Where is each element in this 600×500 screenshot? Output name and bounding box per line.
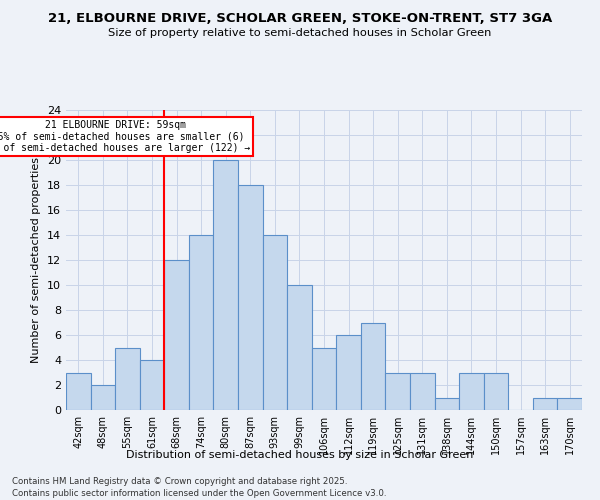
Bar (140, 360, 164, 410)
Bar (238, 185, 263, 410)
Bar (533, 398, 557, 410)
Bar (385, 372, 410, 410)
Bar (66, 372, 91, 410)
Bar (361, 322, 385, 410)
Bar (312, 348, 336, 410)
Bar (484, 372, 508, 410)
Text: 21, ELBOURNE DRIVE, SCHOLAR GREEN, STOKE-ON-TRENT, ST7 3GA: 21, ELBOURNE DRIVE, SCHOLAR GREEN, STOKE… (48, 12, 552, 26)
Bar (189, 235, 214, 410)
Text: Distribution of semi-detached houses by size in Scholar Green: Distribution of semi-detached houses by … (127, 450, 473, 460)
Text: Contains HM Land Registry data © Crown copyright and database right 2025.: Contains HM Land Registry data © Crown c… (12, 478, 347, 486)
Text: 21 ELBOURNE DRIVE: 59sqm
← 5% of semi-detached houses are smaller (6)
93% of sem: 21 ELBOURNE DRIVE: 59sqm ← 5% of semi-de… (0, 120, 250, 153)
Bar (459, 372, 484, 410)
Text: Contains public sector information licensed under the Open Government Licence v3: Contains public sector information licen… (12, 489, 386, 498)
Bar (263, 235, 287, 410)
Bar (287, 285, 312, 410)
Text: Size of property relative to semi-detached houses in Scholar Green: Size of property relative to semi-detach… (109, 28, 491, 38)
Bar (91, 385, 115, 410)
Y-axis label: Number of semi-detached properties: Number of semi-detached properties (31, 157, 41, 363)
Bar (214, 160, 238, 410)
Bar (557, 398, 582, 410)
Bar (434, 398, 459, 410)
Bar (115, 348, 140, 410)
Bar (410, 372, 434, 410)
Bar (164, 260, 189, 410)
Bar (336, 335, 361, 410)
